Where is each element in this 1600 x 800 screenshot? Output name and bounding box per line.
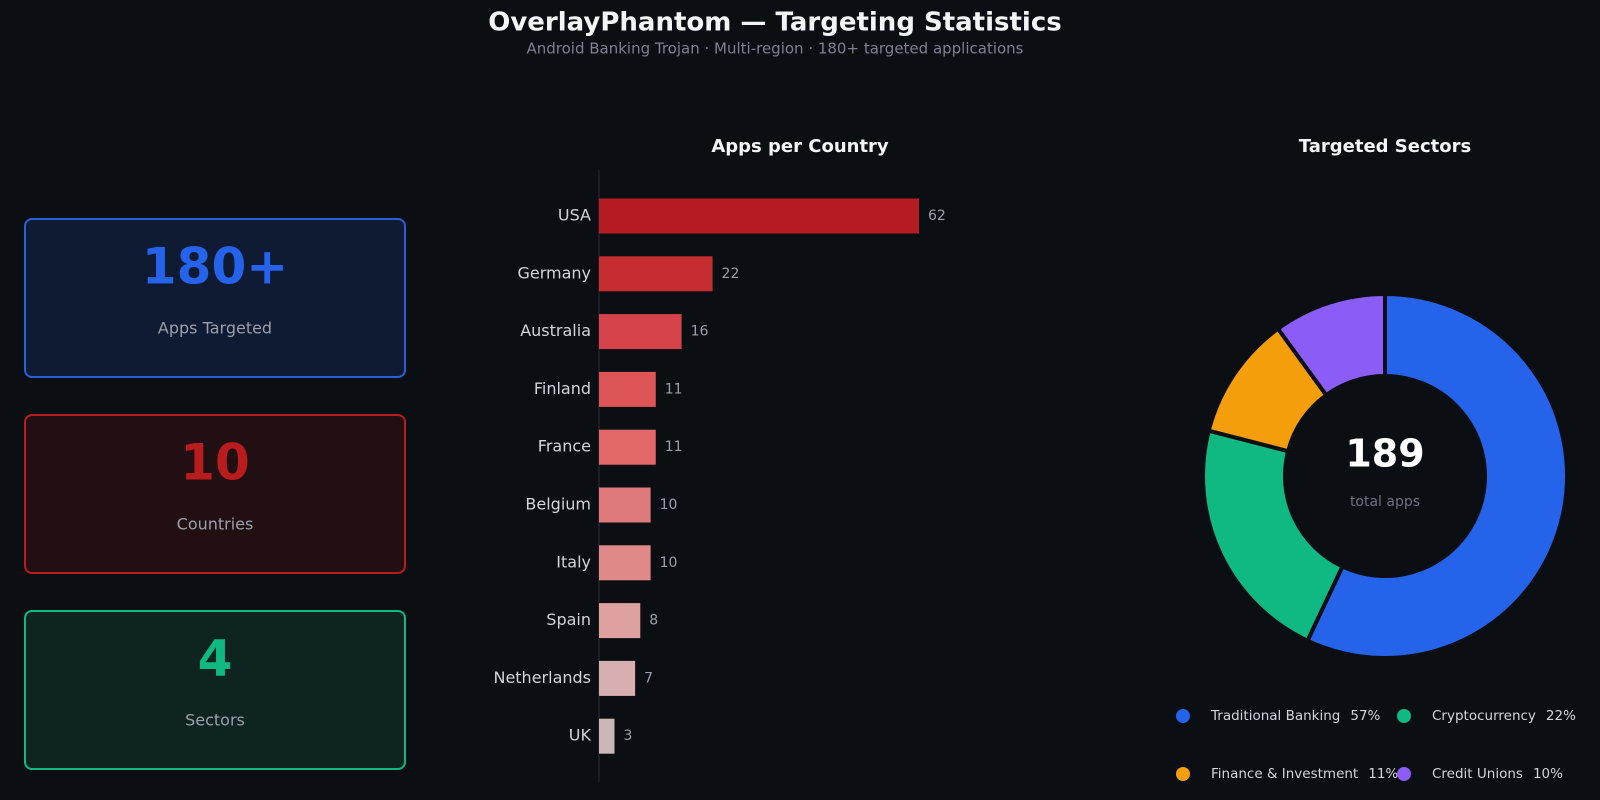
value-label: 7 (644, 670, 653, 686)
stat-value: 10 (180, 434, 250, 492)
category-label: Italy (556, 552, 591, 571)
donut-center-label: total apps (1350, 494, 1420, 510)
donut-slice (1304, 291, 1569, 660)
donut-center-value: 189 (1345, 432, 1424, 476)
donut-slice (1201, 428, 1346, 644)
legend-percent: 10% (1533, 766, 1563, 782)
value-label: 11 (665, 381, 683, 397)
legend-label: Traditional Banking 57% (1210, 708, 1381, 724)
legend-name: Cryptocurrency (1432, 708, 1536, 724)
bar (599, 371, 656, 407)
legend-label: Credit Unions 10% (1432, 766, 1563, 782)
stat-label: Apps Targeted (158, 319, 272, 338)
legend-swatch (1397, 767, 1411, 781)
page-subtitle: Android Banking Trojan · Multi-region · … (526, 40, 1023, 58)
category-label: Australia (520, 321, 591, 340)
legend-label: Finance & Investment 11% (1211, 766, 1398, 782)
value-label: 8 (649, 613, 658, 629)
value-label: 10 (660, 555, 678, 571)
category-label: Belgium (525, 495, 591, 514)
stat-value: 180+ (142, 238, 288, 296)
page-title: OverlayPhantom — Targeting Statistics (488, 8, 1061, 38)
bar (599, 314, 682, 350)
legend-swatch (1176, 709, 1190, 723)
stat-card (24, 414, 406, 574)
legend-name: Traditional Banking (1210, 708, 1340, 724)
bar (599, 487, 651, 523)
bar (599, 545, 651, 581)
category-label: France (538, 437, 591, 456)
stat-value: 4 (198, 630, 233, 688)
bar (599, 603, 641, 639)
legend-swatch (1397, 709, 1411, 723)
stat-card (24, 218, 406, 378)
category-label: UK (569, 726, 592, 745)
stat-label: Countries (177, 515, 254, 534)
legend-label: Cryptocurrency 22% (1432, 708, 1576, 724)
legend-name: Credit Unions (1432, 766, 1523, 782)
value-label: 16 (691, 324, 709, 340)
legend-swatch (1176, 767, 1190, 781)
chart-title: Targeted Sectors (1299, 136, 1471, 157)
legend-percent: 57% (1350, 708, 1380, 724)
stat-label: Sectors (185, 711, 245, 730)
value-label: 10 (660, 497, 678, 513)
bar (599, 198, 919, 234)
legend-name: Finance & Investment (1211, 766, 1358, 782)
bar (599, 429, 656, 465)
bar (599, 660, 636, 696)
value-label: 11 (665, 439, 683, 455)
legend-percent: 11% (1368, 766, 1398, 782)
category-label: Netherlands (493, 668, 591, 687)
legend-percent: 22% (1546, 708, 1576, 724)
category-label: Spain (546, 610, 591, 629)
bar (599, 718, 615, 754)
category-label: USA (558, 206, 591, 225)
donut-slice (1275, 291, 1387, 398)
value-label: 3 (623, 728, 632, 744)
category-label: Finland (534, 379, 591, 398)
value-label: 62 (928, 208, 946, 224)
chart-title: Apps per Country (711, 136, 889, 157)
category-label: Germany (517, 263, 591, 282)
bar (599, 256, 713, 292)
value-label: 22 (722, 266, 740, 282)
stat-card (24, 610, 406, 770)
